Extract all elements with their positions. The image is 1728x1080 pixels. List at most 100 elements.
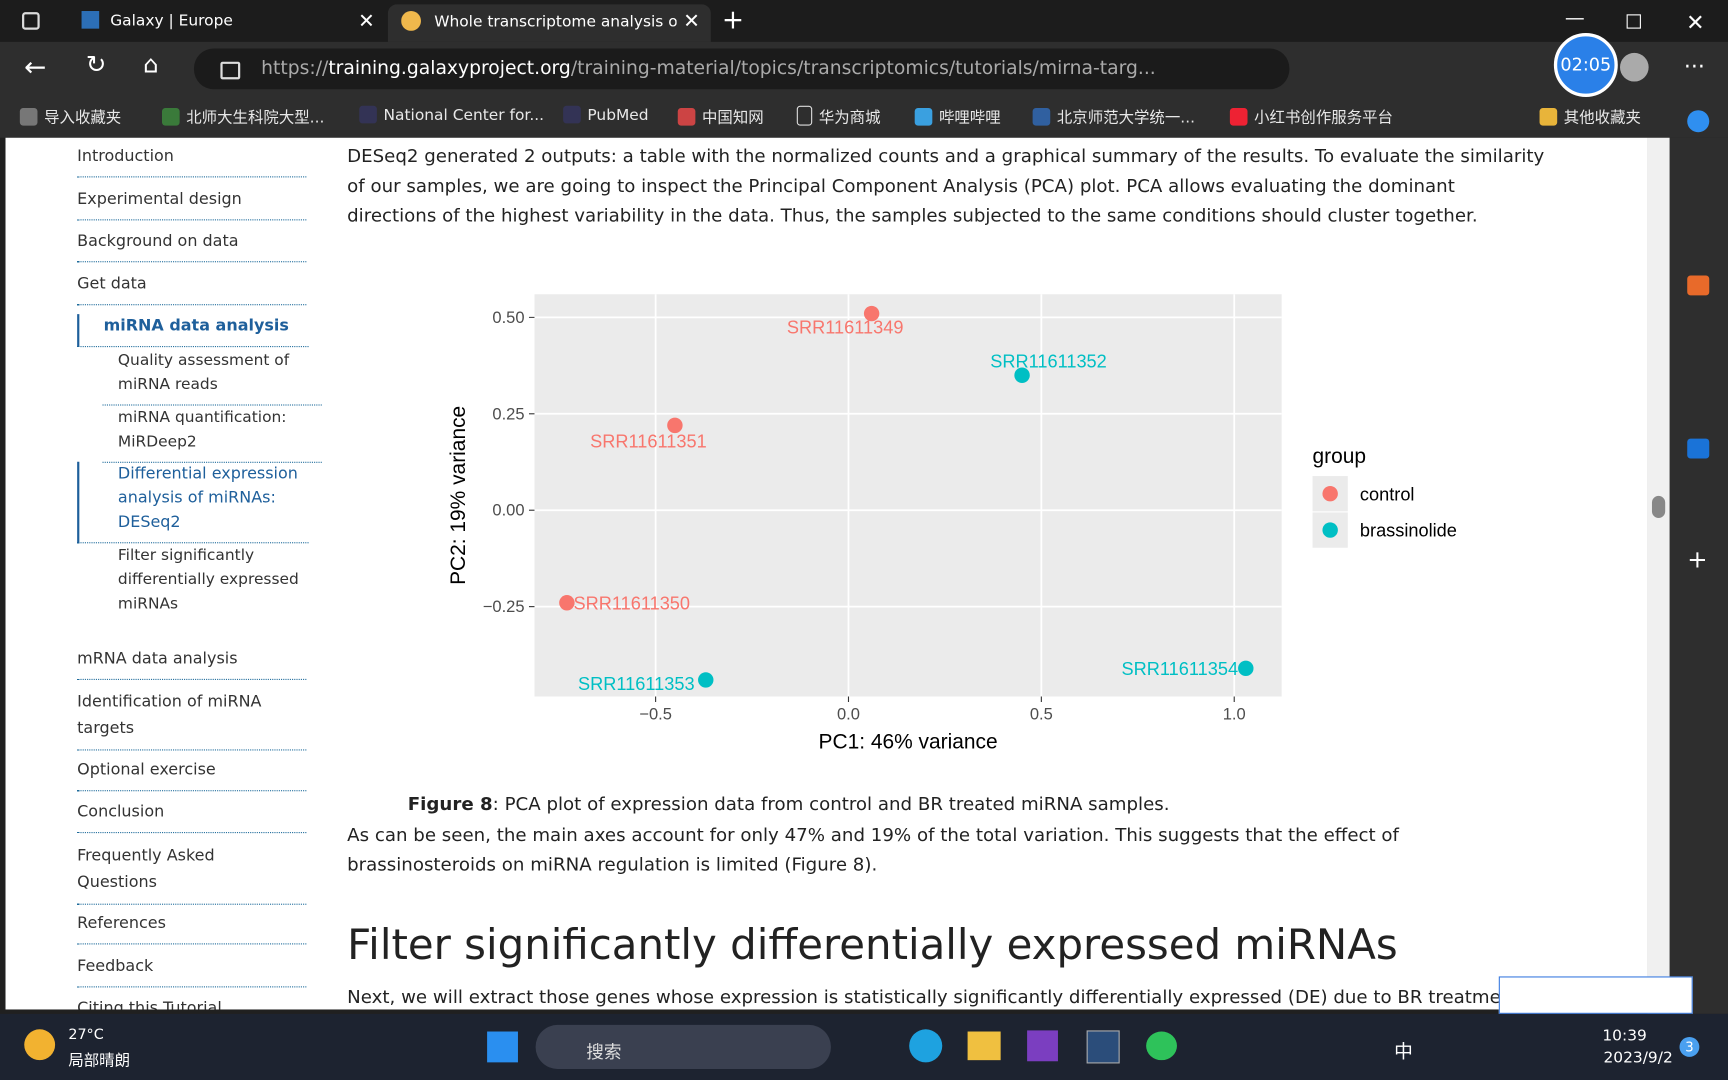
app-icon[interactable] [909, 1029, 943, 1063]
bookmark[interactable]: 华为商城 [796, 105, 881, 128]
nav-link[interactable]: mRNA data analysis [77, 647, 307, 680]
bookmark[interactable]: 小红书创作服务平台 [1229, 106, 1393, 128]
bookmark[interactable]: 北京师范大学统一... [1032, 106, 1196, 128]
nav-link[interactable]: Conclusion [77, 800, 307, 834]
tab-actions[interactable] [22, 12, 40, 30]
refresh[interactable]: ↻ [85, 51, 107, 80]
point-label: SRR11611349 [787, 317, 904, 337]
address-bar[interactable] [193, 48, 1290, 90]
close[interactable]: ✕ [1686, 8, 1705, 36]
plot-panel [534, 294, 1282, 697]
nav-link[interactable]: Introduction [77, 144, 307, 178]
nav-link[interactable]: miRNA data analysis [77, 314, 309, 348]
sidebar-icon[interactable] [1687, 275, 1710, 296]
y-tick-label: 0.25 [492, 404, 524, 423]
bookmark[interactable]: 导入收藏夹 [19, 106, 122, 128]
point-label: SRR11611352 [990, 352, 1107, 372]
app-icon[interactable] [967, 1031, 1001, 1061]
nav-link[interactable]: Optional exercise [77, 758, 307, 792]
bookmark-label: PubMed [587, 106, 649, 125]
url: https://training.galaxyproject.org/train… [261, 57, 1156, 79]
nav-link[interactable]: Filter significantly differentially expr… [117, 546, 299, 613]
web-page: Introduction Experimental design Backgro… [5, 137, 1648, 1010]
profile[interactable] [1619, 52, 1649, 82]
menu[interactable]: ··· [1683, 52, 1705, 80]
search-box[interactable] [535, 1024, 831, 1069]
weather-temp: 27°C [68, 1027, 104, 1044]
active-tab[interactable] [387, 4, 711, 42]
figure-caption: Figure 8: PCA plot of expression data fr… [408, 789, 1609, 819]
tab[interactable]: Whole transcriptome analysis of [401, 11, 677, 31]
nav-link[interactable]: Quality assessment of miRNA reads [102, 348, 322, 406]
bookmark-label: 中国知网 [701, 109, 764, 127]
paragraph: DESeq2 generated 2 outputs: a table with… [347, 145, 1545, 226]
point-label: SRR11611354 [1122, 659, 1239, 679]
bookmark[interactable]: 中国知网 [677, 106, 764, 128]
lock-icon [220, 61, 241, 80]
app-icon[interactable] [1146, 1031, 1177, 1061]
app-icon[interactable] [1086, 1030, 1120, 1064]
sidebar-icon[interactable] [1687, 110, 1710, 133]
tab-title: Galaxy | Europe [110, 12, 233, 30]
nav-link[interactable]: References [77, 911, 307, 945]
caption-text: : PCA plot of expression data from contr… [492, 793, 1170, 815]
clock-time: 10:39 [1602, 1027, 1647, 1045]
paragraph: As can be seen, the main axes account fo… [347, 824, 1399, 876]
bookmark[interactable]: 其他收藏夹 [1539, 106, 1641, 128]
search-text: 搜索 [586, 1041, 622, 1063]
tab-close[interactable]: ✕ [683, 9, 700, 34]
nav-link[interactable]: Get data [77, 272, 307, 306]
url-domain: training.galaxyproject.org [328, 57, 571, 80]
tab[interactable]: Galaxy | Europe [81, 11, 233, 30]
new-tab[interactable]: + [721, 4, 744, 36]
bookmark[interactable]: 北师大生科院大型... [161, 106, 325, 128]
bookmark-label: 北师大生科院大型... [186, 109, 325, 127]
bookmark-label: 导入收藏夹 [44, 109, 122, 127]
bookmark[interactable]: PubMed [563, 105, 649, 125]
nav-link[interactable]: Background on data [77, 229, 307, 263]
x-tick-label: −0.5 [639, 705, 672, 724]
sidebar-icon[interactable] [1687, 438, 1710, 459]
minimize[interactable]: — [1564, 6, 1585, 30]
nav-link[interactable]: Frequently Asked Questions [77, 843, 307, 905]
tab-close[interactable]: ✕ [358, 9, 375, 34]
y-tick-label: −0.25 [483, 597, 525, 616]
point [667, 417, 683, 434]
nav-link[interactable]: Differential expression analysis of miRN… [77, 461, 309, 544]
weather-icon[interactable] [24, 1029, 56, 1061]
back[interactable]: ← [24, 51, 47, 83]
sidebar-add[interactable]: + [1687, 546, 1708, 575]
tab-bar [0, 0, 1728, 42]
nav-link[interactable]: Identification of miRNA targets [77, 689, 307, 751]
ime-toolbar[interactable] [1498, 976, 1693, 1014]
point [863, 305, 880, 322]
nav-link[interactable]: Experimental design [77, 187, 307, 221]
scroll-thumb[interactable] [1651, 495, 1666, 518]
nav-link[interactable]: Citing this Tutorial [77, 996, 306, 1010]
maximize[interactable] [1626, 14, 1641, 29]
start-button[interactable] [487, 1031, 518, 1063]
timer-text: 02:05 [1560, 53, 1612, 75]
nav-link[interactable]: Feedback [77, 954, 307, 988]
point [698, 672, 714, 688]
y-axis-title: PC2: 19% variance [447, 406, 470, 585]
legend-swatch [1322, 485, 1338, 502]
bookmark-label: 小红书创作服务平台 [1254, 109, 1393, 127]
bookmark-label: 哔哩哔哩 [938, 109, 1001, 127]
point-label: SRR11611351 [590, 431, 707, 451]
legend-title: group [1313, 445, 1367, 468]
scrollbar[interactable] [1647, 137, 1670, 1014]
home[interactable]: ⌂ [143, 51, 159, 80]
notification-badge[interactable]: 3 [1679, 1037, 1700, 1057]
app-icon[interactable] [1027, 1030, 1058, 1062]
nav-link[interactable]: miRNA quantification: MiRDeep2 [102, 406, 322, 463]
point [1014, 367, 1030, 383]
bookmark[interactable]: 哔哩哔哩 [914, 106, 1001, 128]
tab-title: Whole transcriptome analysis of [434, 13, 677, 31]
bookmark[interactable]: National Center for... [359, 105, 544, 125]
legend-label: brassinolide [1360, 521, 1457, 541]
ime-indicator[interactable]: 中 [1394, 1041, 1413, 1064]
bookmark-label: 北京师范大学统一... [1056, 109, 1196, 127]
timer[interactable]: 02:05 [1553, 33, 1618, 97]
